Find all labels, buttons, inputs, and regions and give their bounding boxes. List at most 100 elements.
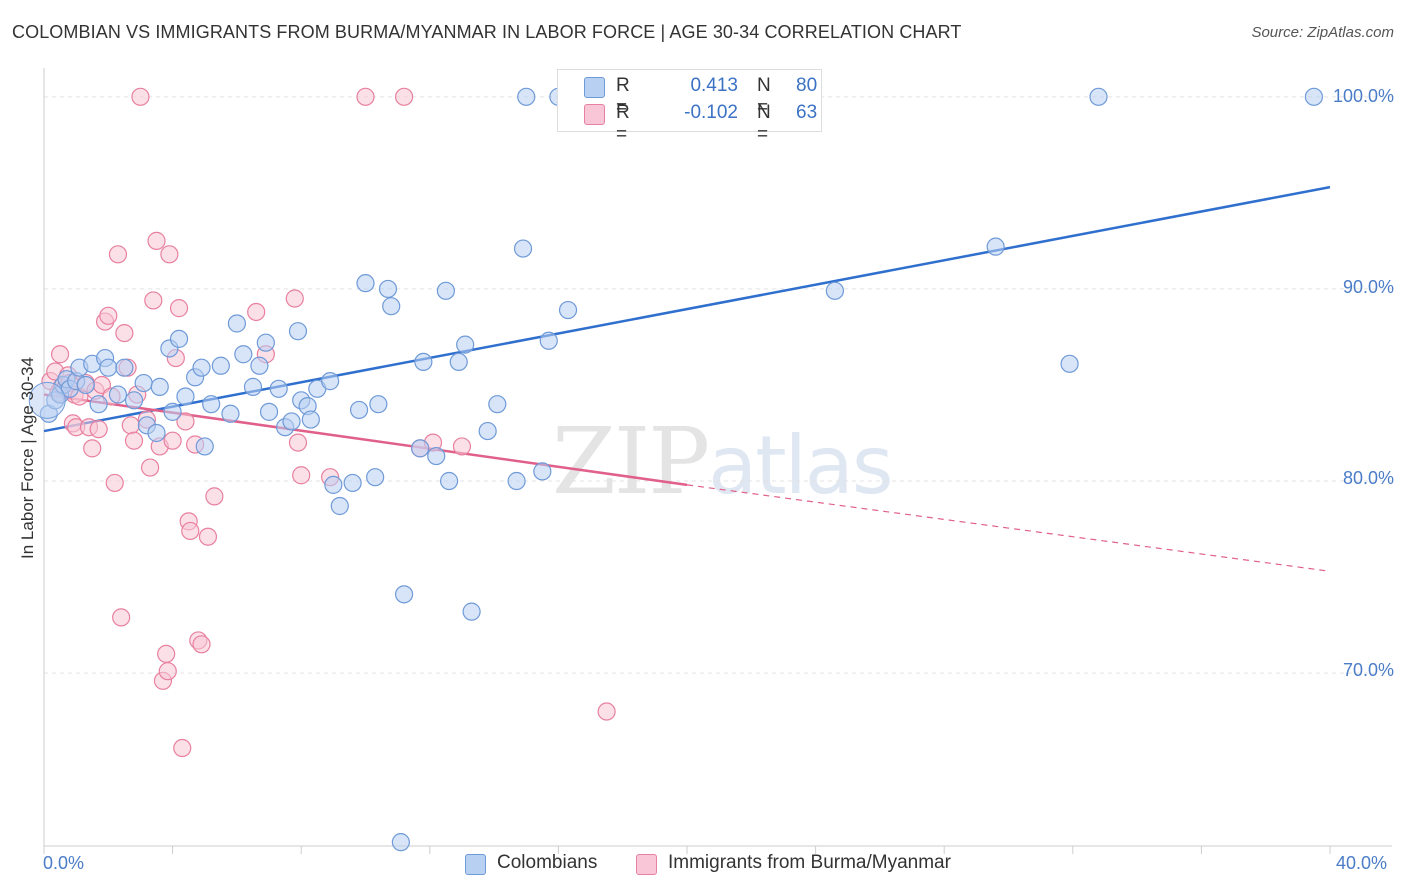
data-point [134,373,153,393]
data-point [436,281,455,300]
data-point [1089,87,1108,106]
data-point [533,462,552,481]
data-point [198,527,218,546]
data-point [427,446,446,466]
data-point [108,245,128,264]
watermark-atlas: atlas [708,419,893,512]
series-name: Immigrants from Burma/Myanmar [668,852,951,873]
data-point [382,297,401,316]
data-point [478,421,497,441]
data-point [330,496,349,516]
legend-r-value: 0.413 [690,75,738,96]
data-point [89,420,108,439]
data-point [124,431,144,450]
data-point [414,352,433,372]
legend-swatch-pink [584,104,605,125]
source-label: Source: ZipAtlas.com [1251,24,1394,41]
data-point [195,437,214,456]
data-point [89,395,108,414]
series-name: Colombians [497,852,598,873]
data-point-cluster [28,381,66,419]
data-point [456,335,475,354]
data-point [597,702,616,721]
data-point [211,356,230,375]
data-point [140,458,160,477]
data-point [288,433,308,452]
data-point [121,416,140,435]
legend: R = 0.413 N = 80 R = -0.102 N = 63 [557,69,822,145]
data-point [256,333,275,352]
data-point [513,239,533,258]
data-point [343,473,362,493]
data-point [176,412,195,431]
legend-r-label: R = [616,102,630,145]
data-point [378,279,398,299]
data-points [28,87,1324,852]
data-point [112,608,131,627]
data-point [539,331,558,350]
y-tick-label: 100.0% [1332,86,1394,106]
data-point [301,410,320,429]
data-point [439,471,459,491]
data-point [83,439,102,458]
data-point [449,352,468,372]
watermark-zip: ZIP [552,408,710,515]
trend-line-burma [43,393,688,487]
data-point [221,404,240,423]
data-point [124,391,144,410]
legend-r-value: -0.102 [684,102,738,123]
data-point [131,87,150,106]
series-swatch-pink [636,854,657,875]
data-point [411,439,430,458]
legend-n-value: 63 [796,102,818,123]
data-point [259,402,279,421]
legend-r-label: R = [616,75,630,118]
y-tick-label: 80.0% [1342,468,1394,488]
data-point [986,237,1005,256]
data-point [243,377,263,396]
data-point [147,423,166,443]
data-point [234,345,253,364]
data-point [1060,354,1079,373]
data-point [558,300,578,320]
data-point [76,375,95,395]
data-point [292,466,311,485]
data-point [227,314,246,333]
data-point [285,289,304,308]
data-point [507,471,526,491]
data-point [324,475,343,494]
data-point [462,602,481,621]
data-point [250,356,269,375]
data-point [321,372,340,391]
data-point [356,87,375,106]
data-point [452,437,472,456]
data-point [282,412,301,431]
y-tick-label: 90.0% [1342,277,1394,297]
x-tick-label: 0.0% [43,853,85,873]
data-point [144,291,163,310]
data-point [366,468,385,487]
data-point [176,387,195,406]
watermark: ZIPatlas [552,408,894,515]
legend-n-label: N = [757,102,771,145]
data-point [99,358,118,377]
data-point [269,379,288,398]
data-point [394,87,414,106]
data-point [147,231,166,250]
x-tick-label: 40.0% [1336,853,1388,873]
trend-line-colombians [43,185,1331,433]
data-point [205,487,224,506]
data-point [517,87,536,106]
data-point [288,322,308,341]
data-point [394,585,414,604]
chart-title: COLOMBIAN VS IMMIGRANTS FROM BURMA/MYANM… [12,22,962,42]
data-point [157,644,176,664]
legend-swatch-blue [584,77,605,98]
data-point [369,395,388,414]
series-swatch-blue [465,854,486,875]
legend-n-label: N = [757,75,771,118]
data-point [150,377,169,396]
data-point [356,274,375,293]
data-point [349,400,369,420]
